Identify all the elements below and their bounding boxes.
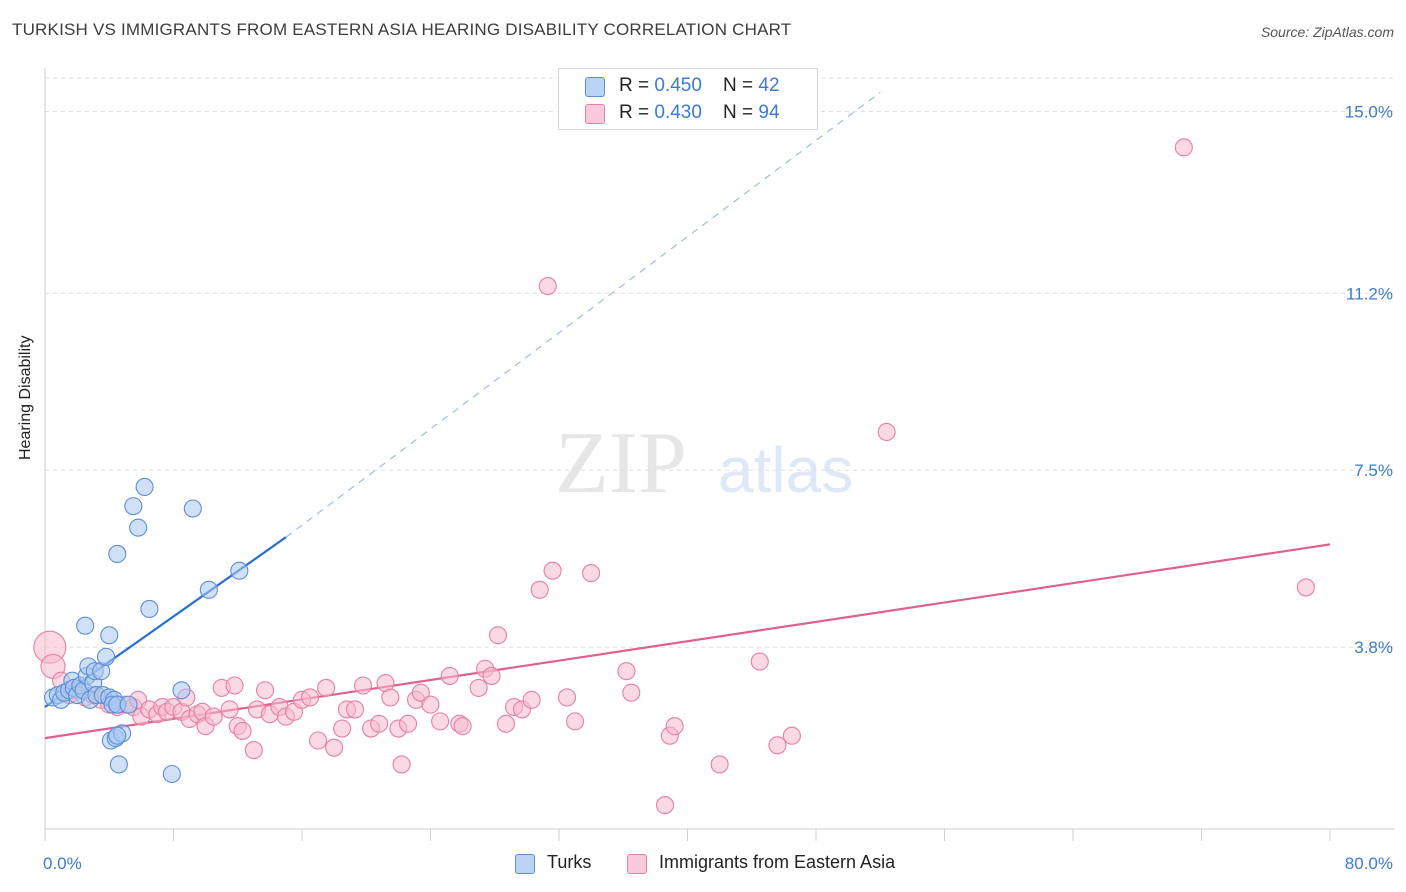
legend-n-label: N =: [723, 75, 759, 96]
turks-point: [230, 561, 249, 580]
turks-point: [76, 616, 95, 635]
asia-point: [566, 712, 585, 731]
asia-point: [655, 796, 675, 815]
asia-point: [353, 676, 373, 695]
watermark-zip: ZIP: [555, 415, 687, 512]
turks-point: [96, 647, 116, 666]
series-legend: Turks Immigrants from Eastern Asia: [0, 852, 1406, 878]
asia-point: [469, 678, 488, 697]
x-tick-label: 0.0%: [43, 854, 82, 873]
legend-label-asia: Immigrants from Eastern Asia: [659, 852, 896, 872]
asia-point: [538, 277, 557, 296]
turks-point: [108, 726, 127, 745]
turks-point: [172, 681, 191, 700]
turks-point: [183, 499, 202, 518]
y-tick-label: 7.5%: [1354, 461, 1393, 480]
turks-point: [199, 580, 218, 599]
y-tick-label: 11.2%: [1346, 284, 1393, 303]
turks-point: [108, 544, 127, 564]
x-tick-label: 80.0%: [1345, 854, 1393, 873]
asia-point: [496, 714, 516, 733]
asia-point: [453, 717, 472, 736]
asia-point: [782, 726, 801, 745]
legend-r-value-turks: 0.450: [654, 75, 702, 96]
turks-point: [129, 518, 148, 537]
turks-point: [135, 477, 154, 497]
legend-label-turks: Turks: [547, 852, 592, 872]
legend-swatch-asia: [627, 854, 647, 874]
asia-point: [440, 666, 459, 685]
asia-point: [309, 731, 328, 750]
legend-n-value-turks: 42: [758, 75, 780, 96]
asia-point: [300, 688, 320, 707]
asia-point: [431, 712, 450, 731]
legend-n-label: N =: [723, 102, 759, 123]
asia-point: [204, 707, 223, 726]
asia-point: [333, 719, 352, 738]
asia-point: [530, 580, 549, 599]
turks-trendline-extension: [285, 91, 881, 538]
asia-point: [582, 564, 601, 583]
asia-point: [877, 422, 896, 442]
legend-swatch-turks: [585, 77, 605, 97]
chart-source: Source: ZipAtlas.com: [1260, 24, 1394, 40]
y-tick-label: 3.8%: [1354, 638, 1393, 657]
turks-point: [124, 497, 143, 516]
legend-r-label: R =: [619, 75, 655, 96]
legend-n-value-asia: 94: [758, 102, 780, 123]
legend-swatch-turks: [515, 854, 535, 874]
asia-point: [522, 690, 541, 709]
asia-point: [370, 714, 389, 733]
asia-point: [622, 683, 641, 702]
asia-point: [345, 700, 365, 719]
legend-r-label: R =: [619, 102, 655, 123]
asia-point: [768, 736, 787, 755]
asia-point: [421, 695, 440, 714]
asia-point: [543, 561, 562, 580]
asia-point: [244, 741, 263, 760]
correlation-legend: R = 0.450 N = 42 R = 0.430 N = 94: [558, 68, 818, 130]
turks-point: [109, 755, 128, 774]
asia-point: [488, 626, 508, 645]
asia-point: [617, 662, 636, 681]
asia-point: [381, 688, 400, 707]
legend-r-value-asia: 0.430: [654, 102, 702, 123]
y-tick-label: 15.0%: [1345, 102, 1393, 121]
asia-point: [325, 738, 344, 757]
asia-point: [233, 721, 252, 740]
asia-point: [557, 688, 577, 707]
asia-point: [411, 683, 430, 702]
asia-point: [256, 681, 275, 700]
asia-point: [482, 666, 501, 685]
asia-point: [317, 678, 336, 697]
turks-point: [119, 695, 138, 714]
asia-point: [1174, 138, 1193, 157]
turks-point: [140, 599, 159, 619]
asia-point: [750, 652, 769, 671]
asia-point: [225, 676, 244, 695]
turks-point: [100, 626, 119, 645]
asia-point: [392, 755, 411, 774]
chart-title: TURKISH VS IMMIGRANTS FROM EASTERN ASIA …: [12, 20, 792, 39]
watermark: ZIP atlas: [555, 415, 853, 512]
asia-point: [398, 714, 418, 733]
asia-point: [1296, 578, 1315, 597]
asia-point: [710, 755, 729, 774]
asia-point: [220, 700, 239, 719]
asia-point: [665, 717, 684, 736]
legend-swatch-asia: [585, 104, 605, 124]
turks-point: [162, 764, 181, 784]
